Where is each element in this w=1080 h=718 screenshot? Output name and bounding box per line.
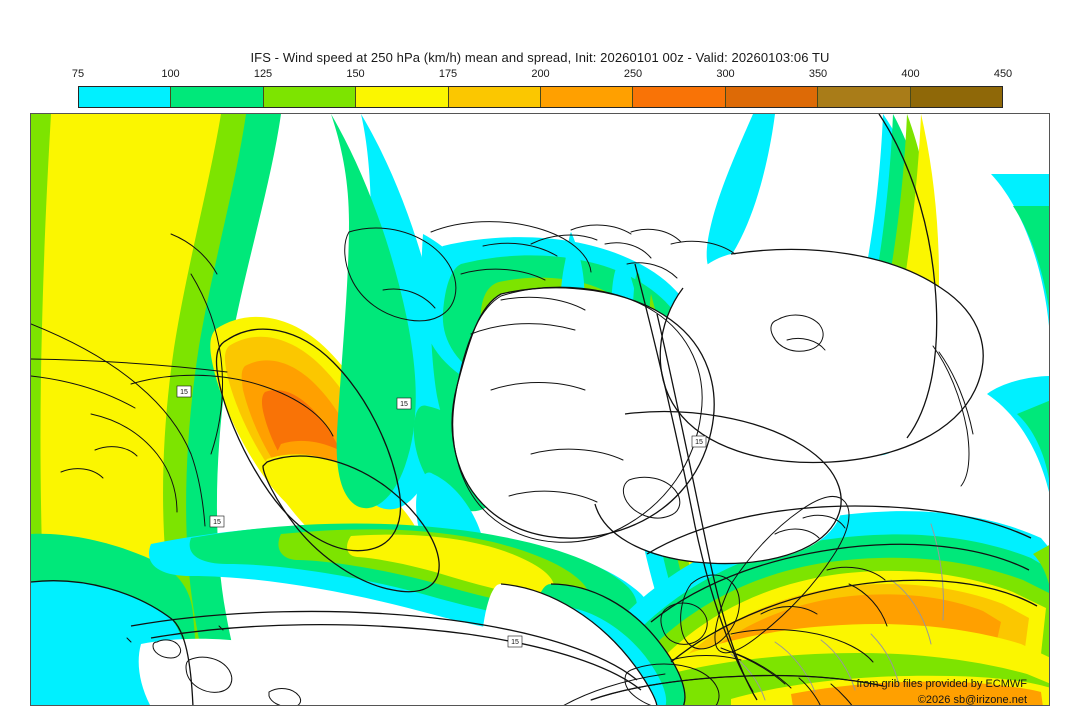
weather-map[interactable]: 15 15 15 15 15 from grib files provided … (30, 113, 1050, 706)
contour-labels: 15 15 15 15 15 (176, 385, 707, 648)
colorbar-band-dark-orange (725, 87, 819, 107)
map-canvas: 15 15 15 15 15 (31, 114, 1049, 705)
colorbar-tick-label: 200 (531, 68, 550, 80)
colorbar: 75 100 125 150 175 200 250 300 350 400 450 (72, 68, 1012, 108)
colorbar-band-olive (818, 87, 911, 107)
colorbar-tick-label: 175 (438, 68, 458, 80)
colorbar-band-light-orange (448, 87, 542, 107)
colorbar-band-yellow-green (263, 87, 357, 107)
colorbar-band-green (171, 87, 264, 107)
page-title: IFS - Wind speed at 250 hPa (km/h) mean … (250, 50, 830, 65)
credit-source: from grib files provided by ECMWF (856, 678, 1027, 690)
colorbar-band-orange (541, 87, 634, 107)
colorbar-tick-label: 400 (901, 68, 920, 80)
colorbar-band-deep-orange (633, 87, 726, 107)
colorbar-band-cyan (79, 87, 172, 107)
credit-copyright: ©2026 sb@irizone.net (917, 694, 1027, 706)
field-east-edge (987, 376, 1049, 585)
colorbar-bands (78, 86, 1003, 108)
colorbar-tick-label: 125 (253, 68, 273, 80)
colorbar-tick-label: 350 (808, 68, 828, 80)
colorbar-ticks: 75 100 125 150 175 200 250 300 350 400 450 (72, 68, 1012, 84)
coastlines (31, 221, 974, 705)
field-biscay (481, 584, 685, 705)
colorbar-band-brown (910, 87, 1003, 107)
contour-label: 15 (511, 639, 519, 646)
colorbar-tick-label: 300 (716, 68, 735, 80)
colorbar-tick-label: 75 (71, 68, 85, 80)
colorbar-tick-label: 100 (161, 68, 180, 80)
colorbar-band-yellow (356, 87, 449, 107)
mean-contours (31, 114, 1038, 705)
colorbar-tick-label: 150 (346, 68, 365, 80)
contour-label: 15 (180, 389, 188, 396)
contour-label: 15 (400, 401, 408, 408)
colorbar-tick-label: 450 (993, 68, 1013, 80)
colorbar-tick-label: 250 (623, 68, 643, 80)
contour-label: 15 (695, 439, 703, 446)
contour-label: 15 (213, 519, 221, 526)
windspeed-field (31, 114, 1049, 705)
